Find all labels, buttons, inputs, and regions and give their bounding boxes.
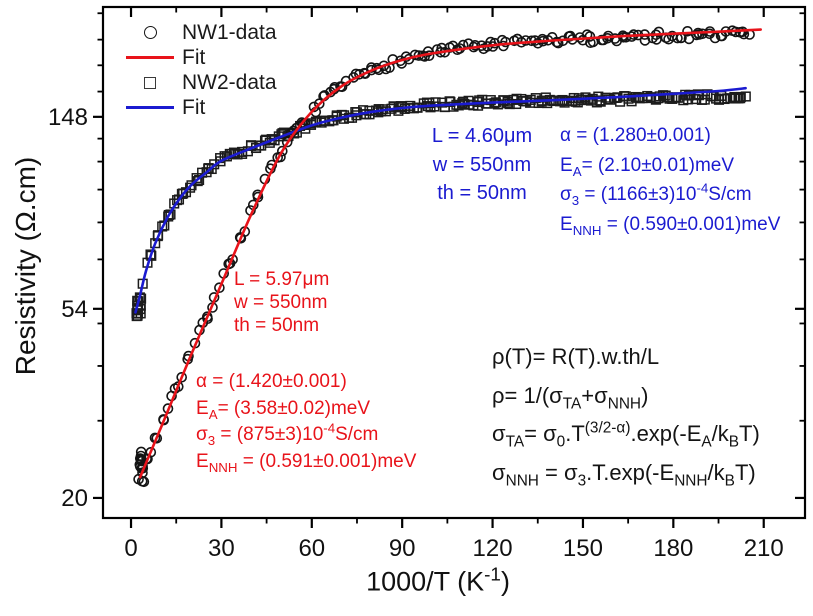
- data-point-circle: [709, 32, 721, 44]
- data-point-circle: [138, 476, 150, 488]
- annotation-line: th = 50nm: [234, 315, 320, 336]
- data-point-circle: [469, 39, 481, 51]
- fit-line-nw1-fit: [138, 28, 762, 479]
- x-tick-label: 210: [744, 535, 784, 562]
- data-point-square: [623, 93, 634, 104]
- data-point-circle: [308, 101, 320, 113]
- legend-label: NW2-data: [182, 70, 277, 94]
- y-axis-title: Resistivity (Ω.cm): [10, 156, 41, 376]
- data-point-square: [458, 96, 469, 107]
- data-point-square: [178, 188, 189, 199]
- data-point-circle: [366, 64, 377, 76]
- legend-item-nw1-fit: Fit: [124, 45, 277, 70]
- equation-line: ρ(T)= R(T).w.th/L: [492, 344, 660, 369]
- equation-line: σTA= σ0.T(3/2-α).exp(-EA/kBT): [492, 419, 760, 451]
- annotation-line: EA= (2.10±0.01)meV: [560, 154, 735, 179]
- data-point-circle: [276, 145, 288, 157]
- annotation-line: L = 5.97μm: [234, 269, 330, 290]
- data-point-square: [163, 211, 174, 222]
- x-tick-label: 150: [563, 535, 603, 562]
- red-line-swatch: [124, 56, 176, 59]
- data-point-circle: [584, 31, 596, 42]
- legend-label: Fit: [182, 45, 206, 69]
- nw2-fit-parameters-annotation: α = (1.280±0.001) EA= (2.10±0.01)meV σ3 …: [560, 121, 780, 239]
- blue-line-swatch: [124, 106, 176, 109]
- annotation-line: ENNH = (0.591±0.001)meV: [196, 450, 417, 475]
- data-point-circle: [176, 371, 187, 383]
- x-axis-title: 1000/T (K-1): [366, 564, 510, 597]
- x-tick-label: 120: [473, 535, 513, 562]
- data-point-circle: [135, 446, 147, 458]
- y-tick-label: 148: [48, 104, 88, 131]
- data-point-circle: [214, 282, 225, 294]
- data-point-square: [157, 221, 168, 232]
- nw1-fit-parameters-annotation: α = (1.420±0.001) EA= (3.58±0.02)meV σ3 …: [196, 369, 416, 475]
- annotation-line: σ3 = (1166±3)10-4S/cm: [560, 180, 752, 208]
- annotation-line: w = 550nm: [234, 292, 328, 313]
- annotation-line: σ3 = (875±3)10-4S/cm: [196, 420, 379, 448]
- annotation-line: EA= (3.58±0.02)meV: [196, 397, 371, 422]
- square-marker-swatch: [124, 76, 176, 89]
- annotation-line: L = 4.60μm: [431, 125, 533, 147]
- legend-label: Fit: [182, 95, 206, 119]
- model-equations-annotation: ρ(T)= R(T).w.th/L ρ= 1/(σTA+σNNH) σTA= σ…: [492, 338, 760, 492]
- annotation-line: th = 50nm: [437, 182, 527, 204]
- nw1-dimensions-annotation: L = 5.97μm w = 550nm th = 50nm: [234, 268, 329, 337]
- x-tick-label: 0: [124, 535, 137, 562]
- x-tick-label: 30: [208, 535, 235, 562]
- data-point-circle: [281, 136, 293, 148]
- series-nw1-fit: [138, 28, 762, 479]
- legend: NW1-data Fit NW2-data Fit: [124, 20, 277, 120]
- annotation-line: w = 550nm: [432, 153, 532, 176]
- data-point-square: [733, 93, 744, 104]
- legend-item-nw2-data: NW2-data: [124, 70, 277, 95]
- legend-item-nw2-fit: Fit: [124, 95, 277, 120]
- data-point-circle: [682, 25, 693, 37]
- y-axis-ticks: 20 54 148: [48, 12, 805, 512]
- data-point-square: [132, 308, 144, 319]
- annotation-line: α = (1.420±0.001): [196, 371, 347, 392]
- data-point-circle: [173, 381, 184, 392]
- equation-line: ρ= 1/(σTA+σNNH): [492, 382, 649, 412]
- legend-label: NW1-data: [182, 20, 277, 44]
- data-point-circle: [551, 36, 563, 48]
- data-point-square: [209, 159, 220, 170]
- data-point-square: [194, 174, 205, 186]
- annotation-line: α = (1.280±0.001): [560, 125, 711, 146]
- plot-frame: [101, 5, 807, 520]
- circle-marker-swatch: [124, 26, 176, 39]
- x-tick-label: 90: [389, 535, 416, 562]
- data-point-circle: [202, 311, 213, 323]
- equation-line: σNNH = σ3.T.exp(-ENNH/kBT): [492, 459, 756, 489]
- data-point-circle: [537, 33, 548, 45]
- x-tick-label: 60: [298, 535, 325, 562]
- annotation-line: ENNH = (0.590±0.001)meV: [560, 213, 781, 238]
- x-axis-ticks: 0 30 60 90 120 150 180 210: [124, 7, 784, 562]
- data-point-square: [185, 182, 196, 193]
- data-point-square: [740, 91, 751, 102]
- nw2-dimensions-annotation: L = 4.60μm w = 550nm th = 50nm: [407, 122, 557, 208]
- data-point-circle: [653, 26, 665, 38]
- data-point-circle: [158, 414, 169, 426]
- y-tick-label: 20: [61, 485, 88, 512]
- y-tick-label: 54: [61, 296, 88, 323]
- data-point-circle: [151, 432, 163, 444]
- legend-item-nw1-data: NW1-data: [124, 20, 277, 45]
- x-tick-label: 180: [653, 535, 693, 562]
